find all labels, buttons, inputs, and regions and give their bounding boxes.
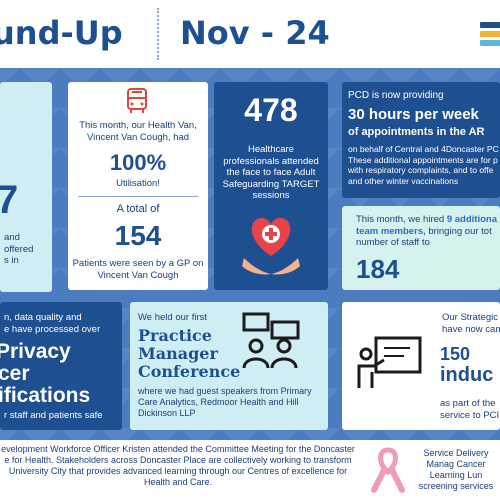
presentation-icon: [357, 336, 422, 388]
privacy-big-2: cer: [0, 362, 30, 385]
footer-left-text: evelopment Workforce Officer Kristen att…: [1, 444, 355, 487]
van-total-number: 154: [114, 220, 162, 251]
footer-strip: evelopment Workforce Officer Kristen att…: [0, 440, 500, 500]
privacy-line-end: r staff and patients safe: [4, 410, 103, 421]
hired-number: 184: [356, 254, 400, 284]
conference-body: where we had guest speakers from Primary…: [138, 386, 312, 418]
privacy-line-1: n, data quality and: [4, 312, 82, 323]
card-conference: We held our first Practice Manager Confe…: [130, 302, 328, 430]
induction-tail-1: as part of the: [440, 398, 496, 409]
footer-right-text: Service Delivery Manag Cancer Learning L…: [418, 448, 494, 491]
pcd-headline-1: 30 hours per week: [348, 106, 479, 123]
header-divider: [157, 8, 159, 60]
header-bar: und-Up Nov - 24: [0, 0, 500, 68]
induction-line-2: have now carr: [442, 324, 500, 335]
heart-hands-icon: [242, 218, 300, 275]
card-induction: Our Strategic have now carr 150 induc as…: [342, 302, 500, 430]
card-safeguarding: 478 Healthcare professionals attended th…: [214, 82, 328, 290]
privacy-big-3: ifications: [0, 384, 91, 407]
card-hired: This month, we hired 9 additiona team me…: [342, 206, 500, 290]
induction-line-1: Our Strategic: [442, 312, 498, 323]
card-left-number: 7: [0, 178, 19, 222]
newsletter-title: und-Up: [0, 14, 123, 52]
van-utilisation: Utilisation!: [116, 178, 160, 189]
safeguarding-text: Healthcare professionals attended the fa…: [222, 144, 320, 201]
induction-number: 150: [440, 344, 471, 364]
van-divider: [78, 196, 198, 197]
conference-intro: We held our first: [138, 312, 207, 323]
van-percent: 100%: [109, 150, 167, 175]
safeguarding-number: 478: [244, 92, 298, 128]
conference-title-1: Practice: [138, 326, 212, 345]
pcd-body: on behalf of Central and 4Doncaster PC T…: [348, 144, 499, 186]
conference-title-2: Manager: [138, 344, 218, 363]
organisation-logo: [480, 22, 500, 48]
induction-word: induc: [440, 364, 494, 386]
card-privacy: n, data quality and e have processed ove…: [0, 302, 122, 430]
privacy-line-2: e have processed over: [4, 324, 101, 335]
card-left-text: and offered s in: [4, 232, 34, 266]
van-patients-text: Patients were seen by a GP on Vincent Va…: [72, 258, 204, 281]
card-health-van: This month, our Health Van, Vincent Van …: [68, 82, 208, 290]
newsletter-date: Nov - 24: [180, 14, 330, 52]
van-total-label: A total of: [116, 203, 160, 215]
card-pcd: PCD is now providing 30 hours per week o…: [342, 82, 500, 198]
van-text: This month, our Health Van, Vincent Van …: [79, 120, 197, 143]
card-left-partial: 7 and offered s in: [0, 82, 52, 292]
bus-icon: [127, 88, 147, 113]
hired-text: This month, we hired 9 additiona team me…: [356, 214, 497, 248]
pcd-headline-2: of appointments in the AR: [348, 126, 485, 138]
meeting-icon: [242, 312, 300, 369]
pink-ribbon-icon: [371, 447, 405, 493]
conference-title-3: Conference: [138, 362, 241, 381]
pcd-intro: PCD is now providing: [348, 90, 444, 101]
induction-tail-2: service to PCI: [440, 410, 500, 421]
privacy-big-1: Privacy: [0, 340, 71, 363]
